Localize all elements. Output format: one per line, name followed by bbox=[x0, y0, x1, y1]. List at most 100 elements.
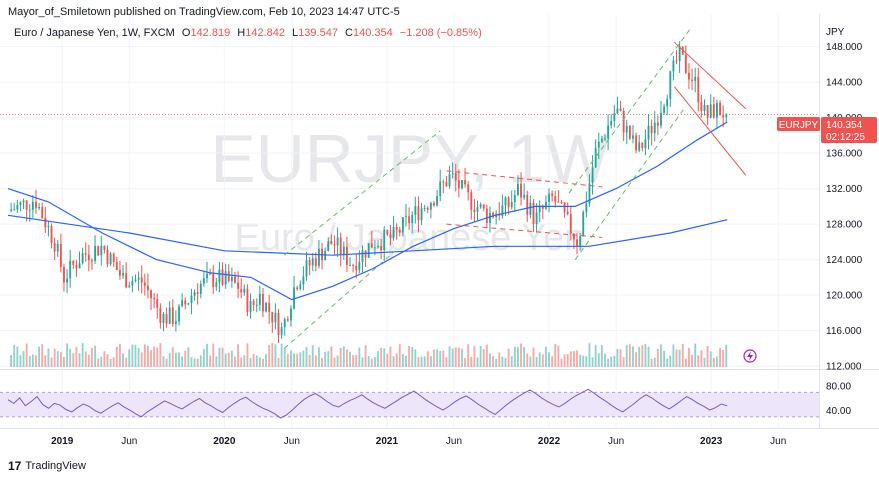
volume-bar bbox=[684, 358, 687, 367]
candle-body bbox=[467, 184, 470, 193]
volume-bar bbox=[321, 357, 323, 367]
candle-body bbox=[641, 142, 644, 149]
volume-bar bbox=[171, 347, 174, 367]
volume-bar bbox=[498, 352, 501, 367]
candle-body bbox=[551, 193, 554, 197]
price-axis[interactable]: 148.000144.000140.000136.000132.000128.0… bbox=[826, 42, 863, 373]
candle-body bbox=[513, 195, 516, 202]
candle-body bbox=[243, 288, 246, 293]
candle-body bbox=[386, 229, 389, 235]
candle-body bbox=[600, 138, 603, 142]
volume-bar bbox=[339, 347, 342, 367]
volume-bar bbox=[336, 355, 339, 367]
candle-body bbox=[588, 183, 591, 204]
candle-body bbox=[666, 98, 669, 107]
volume-bar bbox=[691, 354, 693, 367]
candle-body bbox=[119, 270, 121, 276]
volume-bar bbox=[489, 353, 491, 367]
volume-bar bbox=[140, 352, 143, 367]
volume-bar bbox=[13, 344, 16, 367]
volume-bar bbox=[386, 353, 389, 367]
candles bbox=[10, 41, 728, 343]
candle-body bbox=[653, 122, 656, 134]
volume-bar bbox=[464, 358, 467, 367]
candle-body bbox=[442, 181, 445, 183]
volume-bar bbox=[398, 344, 401, 367]
falling-channel-bottom bbox=[673, 86, 747, 176]
volume-bar bbox=[678, 349, 681, 367]
rsi-axis[interactable]: 80.00 40.00 bbox=[826, 382, 851, 417]
volume-bar bbox=[249, 358, 252, 367]
candle-body bbox=[97, 246, 100, 256]
volume-bar bbox=[94, 345, 96, 367]
volume-bar bbox=[479, 345, 482, 367]
volume-bar bbox=[25, 343, 28, 367]
volume-bar bbox=[174, 352, 177, 367]
candle-body bbox=[162, 313, 165, 323]
candle-body bbox=[684, 54, 687, 73]
candle-body bbox=[109, 253, 112, 265]
volume-bar bbox=[100, 356, 103, 367]
volume-bar bbox=[38, 346, 41, 367]
volume-bar bbox=[246, 343, 249, 367]
volume-bar bbox=[610, 356, 613, 367]
volume-bar bbox=[35, 355, 37, 367]
volume-bar bbox=[134, 344, 137, 367]
volume-bar bbox=[681, 344, 684, 367]
candle-body bbox=[227, 271, 230, 282]
volume-bar bbox=[529, 356, 532, 367]
candle-body bbox=[234, 276, 236, 283]
volume-bar bbox=[535, 356, 538, 367]
volume-bar bbox=[290, 350, 292, 367]
candle-body bbox=[364, 250, 367, 258]
footer-brand[interactable]: 17 TradingView bbox=[8, 459, 86, 473]
candle-body bbox=[286, 319, 289, 321]
volume-bar bbox=[538, 352, 541, 367]
volume-bar bbox=[199, 355, 202, 367]
volume-bar bbox=[638, 346, 641, 367]
candle-body bbox=[19, 202, 22, 205]
candle-body bbox=[454, 173, 457, 181]
candle-body bbox=[339, 237, 342, 256]
series-legend[interactable]: Euro / Japanese Yen, 1W, FXCM O142.819 H… bbox=[14, 27, 482, 39]
candle-body bbox=[392, 226, 395, 238]
volume-bar bbox=[709, 351, 712, 367]
volume-bar bbox=[436, 349, 439, 367]
candle-body bbox=[333, 244, 336, 246]
candle-body bbox=[439, 181, 442, 197]
rsi-band bbox=[0, 392, 819, 417]
volume-bar bbox=[703, 357, 706, 367]
candle-body bbox=[159, 307, 162, 323]
volume-bar bbox=[274, 344, 277, 367]
moving-average-fast bbox=[7, 121, 728, 301]
candle-body bbox=[355, 265, 358, 271]
volume-bar bbox=[454, 347, 457, 367]
publisher-line: Mayor_of_Smiletown published on TradingV… bbox=[8, 6, 400, 18]
channel-line bbox=[446, 223, 603, 238]
high-label: H bbox=[237, 27, 246, 39]
candle-body bbox=[703, 105, 706, 111]
time-tick-label: 2019 bbox=[51, 436, 74, 447]
candle-body bbox=[411, 214, 414, 223]
time-tick-label: Jun bbox=[446, 436, 462, 447]
candle-body bbox=[507, 197, 510, 208]
candle-body bbox=[10, 209, 13, 211]
volume-bar bbox=[122, 353, 124, 367]
candle-body bbox=[131, 280, 134, 286]
volume-bar bbox=[619, 349, 622, 367]
volume-bar bbox=[215, 356, 218, 367]
volume-bar bbox=[255, 355, 258, 367]
volume-bar bbox=[50, 357, 53, 367]
candle-body bbox=[255, 304, 258, 306]
time-axis[interactable]: 2019 Jun 2020 Jun 2021 Jun 2022 Jun 2023 Jun bbox=[51, 436, 786, 447]
volume-bar bbox=[532, 347, 535, 367]
candle-body bbox=[579, 236, 582, 246]
candle-body bbox=[94, 246, 96, 261]
volume-bar bbox=[632, 346, 634, 367]
candle-body bbox=[143, 282, 146, 286]
volume-bar bbox=[237, 344, 240, 367]
candle-body bbox=[168, 307, 171, 324]
candle-body bbox=[510, 201, 513, 208]
candle-body bbox=[663, 106, 666, 113]
